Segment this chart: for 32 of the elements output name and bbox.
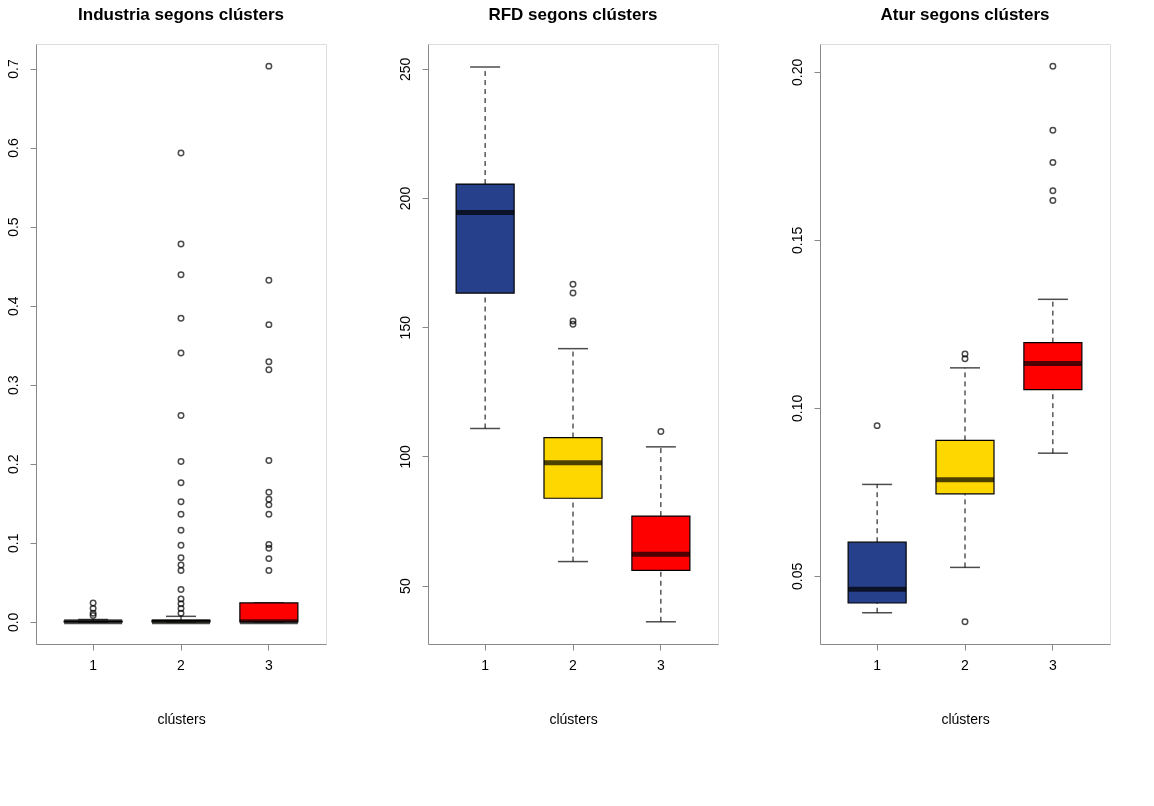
y-tick-label: 250 (396, 57, 413, 81)
chart-title: RFD segons clústers (488, 5, 658, 24)
y-tick-label: 0.10 (788, 394, 805, 422)
chart-title: Atur segons clústers (880, 5, 1050, 24)
x-axis-title: clústers (157, 710, 206, 727)
x-tick-label: 2 (961, 656, 970, 673)
x-tick-label: 3 (656, 656, 665, 673)
y-tick-label: 200 (396, 186, 413, 211)
y-tick-label: 0.1 (4, 533, 21, 554)
x-tick-label: 1 (89, 656, 98, 673)
x-axis-title: clústers (549, 710, 598, 727)
y-tick-label: 0.3 (4, 375, 21, 395)
y-tick-label: 0.05 (788, 562, 805, 590)
x-tick-label: 3 (264, 656, 273, 673)
x-tick-label: 2 (569, 656, 578, 673)
x-tick-label: 3 (1048, 656, 1057, 673)
y-tick-label: 150 (396, 315, 413, 340)
x-axis-title: clústers (941, 710, 990, 727)
y-tick-label: 100 (396, 445, 413, 469)
x-tick-label: 2 (177, 656, 186, 673)
y-tick-label: 0.4 (4, 296, 21, 316)
chart-title: Industria segons clústers (78, 5, 284, 24)
y-tick-label: 50 (396, 578, 413, 594)
y-tick-label: 0.2 (4, 454, 21, 474)
y-tick-label: 0.7 (4, 59, 21, 79)
x-tick-label: 1 (481, 656, 490, 673)
y-tick-label: 0.0 (4, 612, 21, 633)
y-tick-label: 0.15 (788, 226, 805, 254)
y-tick-label: 0.6 (4, 138, 21, 158)
x-tick-label: 1 (873, 656, 882, 673)
y-tick-label: 0.20 (788, 58, 805, 87)
y-tick-label: 0.5 (4, 217, 21, 237)
